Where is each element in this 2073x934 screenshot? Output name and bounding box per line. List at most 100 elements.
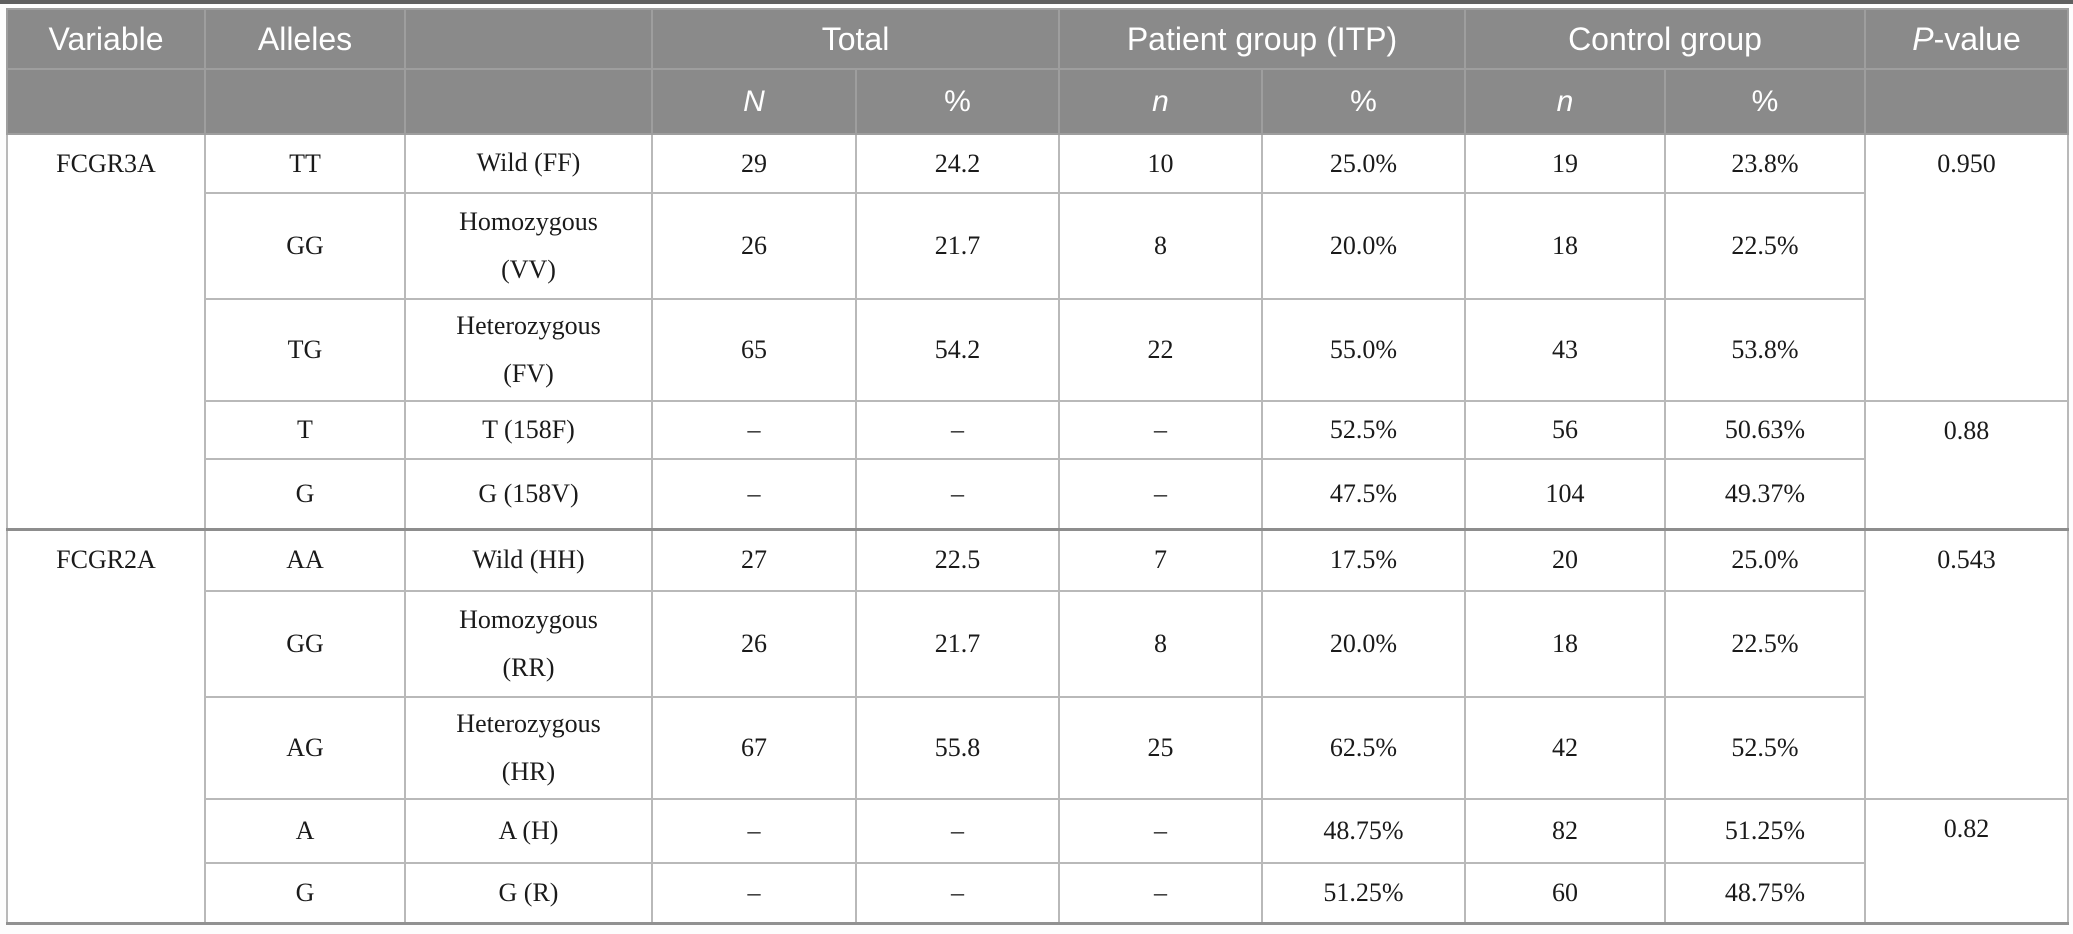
col-header-total: Total — [651, 8, 1060, 70]
row-fcgr3a-tg: TG Heterozygous (FV) 65 54.2 22 55.0% 43… — [7, 298, 2068, 402]
patient-pct-cell: 48.75% — [1261, 798, 1466, 864]
allele-cell: T — [204, 400, 406, 460]
control-n-cell: 42 — [1464, 696, 1666, 800]
row-fcgr2a-g-allele: G G (R) – – – 51.25% 60 48.75% — [7, 862, 2068, 924]
table-header: Variable Alleles Total Patient group (IT… — [6, 8, 2070, 135]
total-n-cell: 67 — [651, 696, 857, 800]
total-n-cell: – — [651, 862, 857, 924]
control-pct-cell: 49.37% — [1663, 458, 1867, 530]
control-n-cell: 60 — [1464, 862, 1666, 924]
patient-n-cell: 8 — [1058, 192, 1263, 300]
variable-cell: FCGR2A — [6, 527, 206, 924]
allele-cell: G — [204, 862, 406, 924]
subheader-patient-n: n — [1058, 68, 1263, 135]
subheader-blank-p — [1864, 68, 2070, 135]
total-pct-cell: 54.2 — [855, 298, 1060, 402]
p-value-cell: 0.88 — [1864, 400, 2070, 530]
genotype-allele-frequency-table: Variable Alleles Total Patient group (IT… — [6, 8, 2070, 925]
control-pct-cell: 53.8% — [1663, 298, 1867, 402]
col-header-control-group: Control group — [1463, 8, 1867, 70]
patient-n-cell: – — [1058, 400, 1263, 460]
header-row-groups: Variable Alleles Total Patient group (IT… — [6, 8, 2070, 70]
control-pct-cell: 50.63% — [1663, 400, 1867, 460]
col-header-alleles: Alleles — [204, 8, 406, 70]
col-header-patient-group: Patient group (ITP) — [1058, 8, 1466, 70]
patient-n-cell: – — [1058, 458, 1263, 530]
total-n-cell: – — [651, 400, 857, 460]
row-fcgr3a-gg: GG Homozygous (VV) 26 21.7 8 20.0% 18 22… — [7, 192, 2068, 300]
patient-pct-cell: 20.0% — [1261, 590, 1466, 698]
genotype-cell: A (H) — [404, 798, 653, 864]
col-header-p-value: P-value — [1864, 8, 2070, 70]
control-n-cell: 18 — [1464, 192, 1666, 300]
p-value-italic-p: P — [1912, 20, 1934, 57]
patient-pct-cell: 62.5% — [1261, 696, 1466, 800]
patient-pct-cell: 47.5% — [1261, 458, 1466, 530]
control-n-cell: 56 — [1464, 400, 1666, 460]
total-n-cell: 26 — [651, 192, 857, 300]
control-n-cell: 18 — [1464, 590, 1666, 698]
total-n-cell: 65 — [651, 298, 857, 402]
allele-cell: A — [204, 798, 406, 864]
variable-cell: FCGR3A — [6, 133, 206, 530]
genotype-cell: G (R) — [404, 862, 653, 924]
total-pct-cell: – — [855, 862, 1060, 924]
total-n-cell: 26 — [651, 590, 857, 698]
control-n-cell: 104 — [1464, 458, 1666, 530]
allele-cell: TT — [204, 133, 406, 194]
total-n-cell: 29 — [651, 133, 857, 194]
p-value-suffix: -value — [1933, 20, 2021, 57]
allele-cell: TG — [204, 298, 406, 402]
genotype-cell: Heterozygous (FV) — [404, 298, 653, 402]
row-fcgr2a-ag: AG Heterozygous (HR) 67 55.8 25 62.5% 42… — [7, 696, 2068, 800]
subheader-control-pct: % — [1663, 68, 1867, 135]
control-n-cell: 19 — [1464, 133, 1666, 194]
patient-n-cell: 22 — [1058, 298, 1263, 402]
total-pct-cell: – — [855, 798, 1060, 864]
allele-cell: GG — [204, 590, 406, 698]
header-row-subcolumns: N % n % n % — [6, 68, 2070, 135]
control-pct-cell: 48.75% — [1663, 862, 1867, 924]
genotype-cell: T (158F) — [404, 400, 653, 460]
subheader-total-n: N — [651, 68, 857, 135]
total-pct-cell: – — [855, 458, 1060, 530]
control-n-cell: 82 — [1464, 798, 1666, 864]
total-n-cell: 27 — [651, 527, 857, 592]
genotype-cell: Homozygous (VV) — [404, 192, 653, 300]
allele-cell: GG — [204, 192, 406, 300]
total-pct-cell: 21.7 — [855, 590, 1060, 698]
control-n-cell: 43 — [1464, 298, 1666, 402]
control-pct-cell: 22.5% — [1663, 590, 1867, 698]
total-pct-cell: 24.2 — [855, 133, 1060, 194]
p-value-cell: 0.950 — [1864, 133, 2070, 402]
row-fcgr3a-tt: FCGR3A TT Wild (FF) 29 24.2 10 25.0% 19 … — [6, 133, 2070, 530]
row-fcgr3a-g-allele: G G (158V) – – – 47.5% 104 49.37% — [7, 458, 2068, 530]
subheader-patient-pct: % — [1261, 68, 1466, 135]
row-fcgr3a-t-allele: T T (158F) – – – 52.5% 56 50.63% 0.88 — [7, 400, 2070, 530]
subheader-blank-variable — [6, 68, 206, 135]
total-n-cell: – — [651, 798, 857, 864]
control-pct-cell: 22.5% — [1663, 192, 1867, 300]
subheader-blank-genotype — [404, 68, 653, 135]
patient-n-cell: 25 — [1058, 696, 1263, 800]
patient-n-cell: – — [1058, 798, 1263, 864]
genotype-cell: Wild (FF) — [404, 133, 653, 194]
row-fcgr2a-aa: FCGR2A AA Wild (HH) 27 22.5 7 17.5% 20 2… — [6, 527, 2070, 924]
row-fcgr2a-gg: GG Homozygous (RR) 26 21.7 8 20.0% 18 22… — [7, 590, 2068, 698]
patient-pct-cell: 17.5% — [1261, 527, 1466, 592]
control-n-cell: 20 — [1464, 527, 1666, 592]
patient-pct-cell: 55.0% — [1261, 298, 1466, 402]
patient-pct-cell: 20.0% — [1261, 192, 1466, 300]
row-fcgr2a-a-allele: A A (H) – – – 48.75% 82 51.25% 0.82 — [7, 798, 2070, 924]
table-body: FCGR3A TT Wild (FF) 29 24.2 10 25.0% 19 … — [6, 133, 2070, 924]
patient-pct-cell: 52.5% — [1261, 400, 1466, 460]
col-header-variable: Variable — [6, 8, 206, 70]
subheader-control-n: n — [1464, 68, 1666, 135]
control-pct-cell: 23.8% — [1663, 133, 1867, 194]
patient-n-cell: 7 — [1058, 527, 1263, 592]
patient-n-cell: 8 — [1058, 590, 1263, 698]
col-header-blank — [404, 8, 653, 70]
total-pct-cell: – — [855, 400, 1060, 460]
p-value-cell: 0.543 — [1864, 527, 2070, 800]
